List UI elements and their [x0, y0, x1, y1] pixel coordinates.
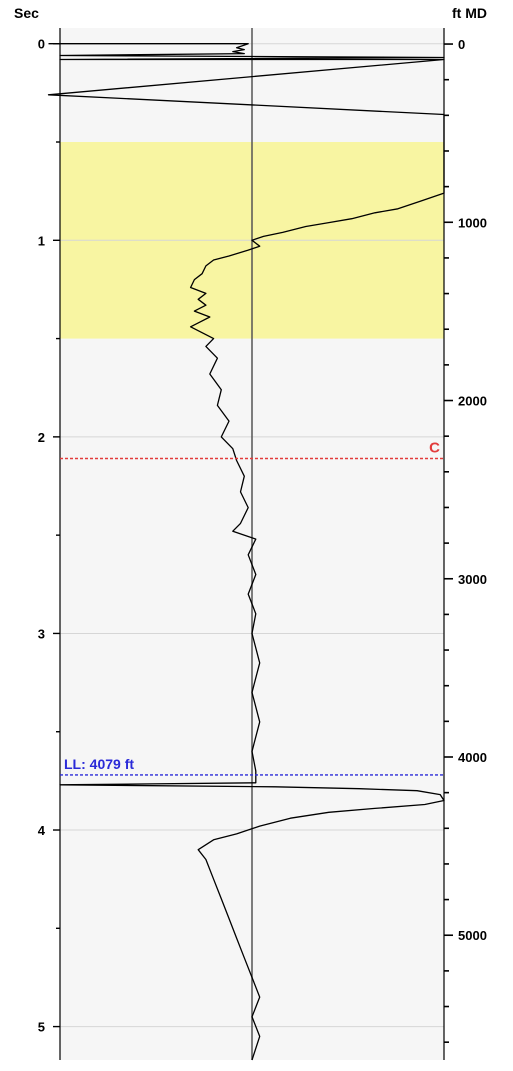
right-tick-label: 0 — [458, 37, 465, 52]
right-tick-label: 3000 — [458, 572, 487, 587]
left-tick-label: 4 — [38, 823, 46, 838]
left-tick-label: 5 — [38, 1020, 45, 1035]
left-tick-label: 2 — [38, 430, 45, 445]
series-line — [47, 43, 445, 1061]
left-tick-label: 3 — [38, 626, 45, 641]
left-tick-label: 0 — [38, 37, 45, 52]
right-tick-label: 5000 — [458, 928, 487, 943]
right-tick-label: 4000 — [458, 750, 487, 765]
right-tick-label: 2000 — [458, 394, 487, 409]
right-tick-label: 1000 — [458, 215, 487, 230]
marker-label: C — [429, 439, 440, 456]
left-tick-label: 1 — [38, 233, 45, 248]
left-axis-label: Sec — [14, 5, 39, 21]
right-axis-label: ft MD — [452, 5, 487, 21]
marker-label: LL: 4079 ft — [64, 756, 134, 772]
